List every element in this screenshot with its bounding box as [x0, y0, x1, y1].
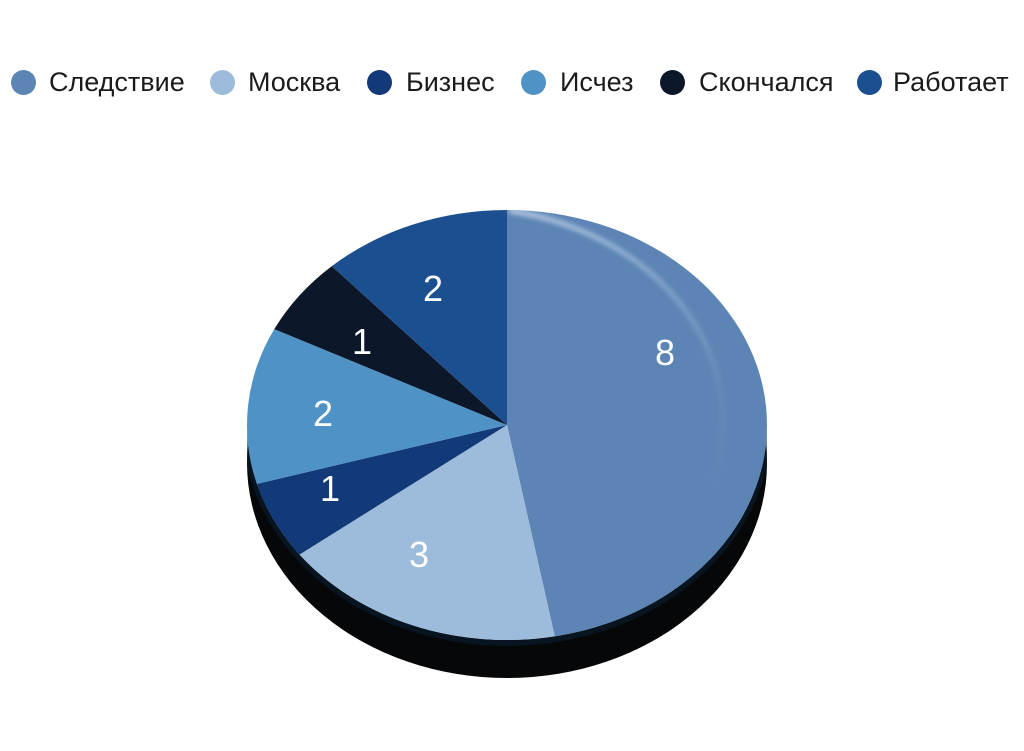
svg-text:1: 1 [320, 468, 340, 509]
svg-text:2: 2 [313, 393, 333, 434]
svg-text:1: 1 [352, 321, 372, 362]
svg-text:3: 3 [409, 534, 429, 575]
svg-text:8: 8 [655, 332, 675, 373]
svg-text:2: 2 [423, 268, 443, 309]
